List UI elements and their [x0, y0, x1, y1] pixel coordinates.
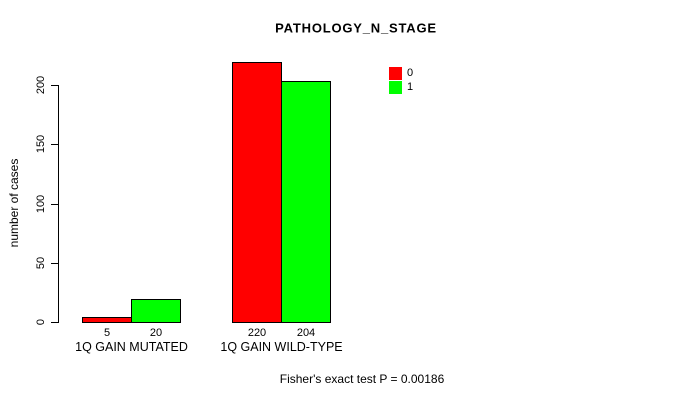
y-tick-label: 200: [35, 75, 47, 95]
y-tick-label: 150: [35, 134, 47, 154]
bar-1q-gain-mutated-series-1: [131, 299, 181, 323]
bar-value-label: 20: [149, 327, 163, 339]
legend-label: 1: [407, 81, 414, 93]
y-axis-label: number of cases: [7, 158, 21, 248]
bar-1q-gain-mutated-series-0: [82, 317, 132, 323]
bar-value-label: 220: [247, 327, 267, 339]
legend-swatch: [389, 81, 402, 94]
y-tick-mark: [51, 263, 58, 264]
y-tick-mark: [51, 85, 58, 86]
y-tick-label: 0: [35, 318, 47, 326]
y-tick-mark: [51, 144, 58, 145]
y-tick-mark: [51, 322, 58, 323]
stat-test-caption: Fisher's exact test P = 0.00186: [279, 372, 445, 386]
y-tick-label: 100: [35, 194, 47, 214]
x-category-label: 1Q GAIN WILD-TYPE: [220, 340, 343, 354]
bar-value-label: 204: [296, 327, 316, 339]
chart-title: PATHOLOGY_N_STAGE: [275, 20, 437, 36]
x-category-label: 1Q GAIN MUTATED: [75, 340, 188, 354]
legend-label: 0: [407, 67, 414, 79]
bar-1q-gain-wild-type-series-0: [232, 62, 282, 323]
y-axis-line: [58, 85, 59, 323]
y-tick-mark: [51, 204, 58, 205]
legend-swatch: [389, 67, 402, 80]
bar-1q-gain-wild-type-series-1: [281, 81, 331, 323]
bar-value-label: 5: [103, 327, 111, 339]
y-tick-label: 50: [35, 256, 47, 270]
